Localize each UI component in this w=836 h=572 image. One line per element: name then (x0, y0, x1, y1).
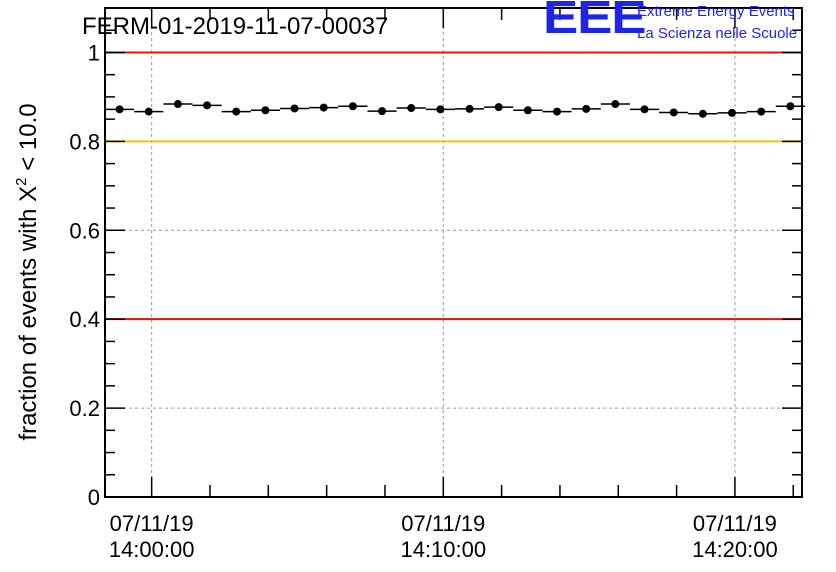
data-point (436, 105, 445, 114)
data-point (319, 103, 328, 112)
data-point (669, 108, 678, 117)
eee-logo: EEE (543, 0, 647, 43)
y-tick-label: 0.4 (69, 307, 100, 332)
y-axis-label: fraction of events with X2 < 10.0 (13, 103, 42, 440)
x-tick-label-date: 07/11/19 (693, 511, 777, 536)
data-point (611, 100, 620, 109)
axis-ticks (105, 7, 802, 498)
y-tick-label: 0.2 (69, 396, 100, 421)
data-point (553, 107, 562, 116)
data-point (378, 107, 387, 116)
data-point (115, 105, 124, 114)
y-tick-label: 0 (88, 485, 100, 510)
data-point (232, 107, 241, 116)
reference-lines (105, 51, 802, 321)
chart-title: FERM-01-2019-11-07-00037 (82, 13, 388, 40)
data-point (173, 100, 182, 109)
tick-labels: 00.20.40.60.8107/11/1914:00:0007/11/1914… (69, 40, 777, 562)
y-axis-label-superscript: 2 (13, 177, 30, 185)
x-tick-label-date: 07/11/19 (110, 511, 194, 536)
logo-line-2: La Scienza nelle Scuole (637, 25, 798, 42)
x-tick-label-time: 14:10:00 (400, 537, 486, 562)
logo-line-1: Extreme Energy Events (637, 3, 795, 20)
plot-frame (104, 7, 803, 498)
data-point (757, 107, 766, 116)
data-point (494, 103, 503, 112)
data-point (640, 105, 649, 114)
data-point (203, 101, 212, 110)
data-point (523, 106, 532, 115)
data-point (407, 104, 416, 113)
data-point (465, 104, 474, 113)
y-axis-label-prefix: fraction of events with X (15, 186, 42, 441)
y-tick-label: 0.6 (69, 218, 100, 243)
grid (105, 8, 802, 497)
data-point (144, 107, 153, 116)
y-axis-label-suffix: < 10.0 (15, 103, 42, 177)
data-point (290, 104, 299, 113)
data-point (261, 106, 270, 115)
data-point (728, 108, 737, 117)
x-tick-label-time: 14:20:00 (692, 537, 778, 562)
data-series (105, 100, 805, 118)
y-tick-label: 1 (88, 40, 100, 65)
data-point (698, 109, 707, 118)
x-tick-label-time: 14:00:00 (109, 537, 195, 562)
x-tick-label-date: 07/11/19 (401, 511, 485, 536)
y-tick-label: 0.8 (69, 129, 100, 154)
data-point (348, 102, 357, 111)
data-point (786, 102, 795, 111)
data-point (582, 104, 591, 113)
